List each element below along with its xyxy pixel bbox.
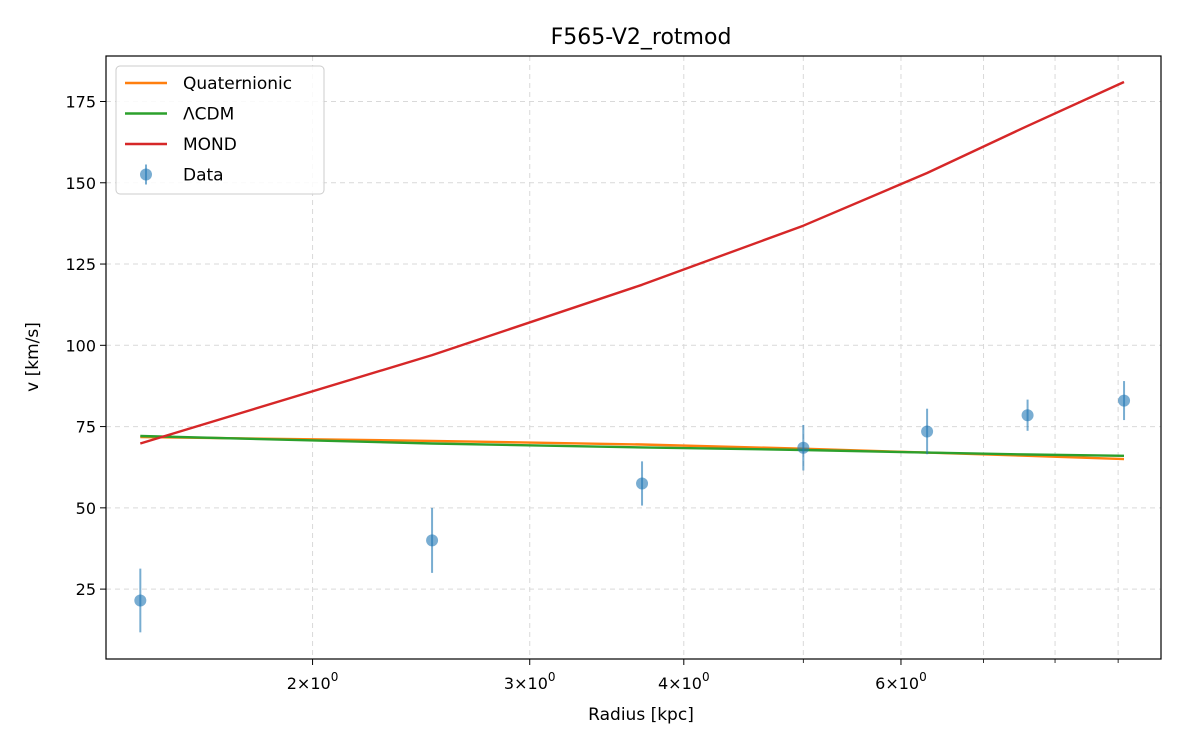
y-tick-label-1: 50: [76, 499, 96, 518]
y-axis-label: v [km/s]: [23, 322, 43, 392]
y-tick-label-2: 75: [76, 418, 96, 437]
legend-swatch-3: [140, 168, 152, 181]
data-point-6: [1118, 394, 1131, 407]
data-point-4: [921, 425, 934, 438]
data-point-1: [426, 534, 439, 547]
data-point-3: [797, 441, 810, 454]
y-tick-label-0: 25: [76, 580, 96, 599]
y-tick-label-6: 175: [65, 93, 96, 112]
legend-label-2: MOND: [183, 135, 237, 155]
series-line-2: [139, 80, 1125, 445]
data-point-0: [134, 594, 147, 607]
y-tick-label-4: 125: [65, 255, 96, 274]
x-tick-label-1: 3×100: [504, 670, 556, 693]
plot-area: [134, 80, 1131, 633]
legend-label-1: ΛCDM: [183, 105, 234, 125]
chart-title: F565-V2_rotmod: [551, 25, 732, 50]
data-point-2: [636, 477, 649, 490]
plot-frame: [105, 55, 1162, 660]
y-tick-label-3: 100: [65, 336, 96, 355]
data-point-5: [1021, 409, 1034, 422]
legend-label-0: Quaternionic: [183, 74, 292, 94]
axes: 25 50 75 100 125 150 175 2×100 3×100 4×100 6×100: [65, 93, 1119, 693]
legend-box: [115, 65, 325, 195]
x-tick-label-2: 4×100: [658, 670, 710, 693]
legend: Quaternionic ΛCDM MOND Data: [115, 65, 325, 195]
legend-label-3: Data: [183, 166, 224, 186]
x-tick-label-0: 2×100: [287, 670, 339, 693]
y-tick-label-5: 150: [65, 174, 96, 193]
x-tick-label-3: 6×100: [875, 670, 927, 693]
x-axis-label: Radius [kpc]: [588, 705, 694, 725]
